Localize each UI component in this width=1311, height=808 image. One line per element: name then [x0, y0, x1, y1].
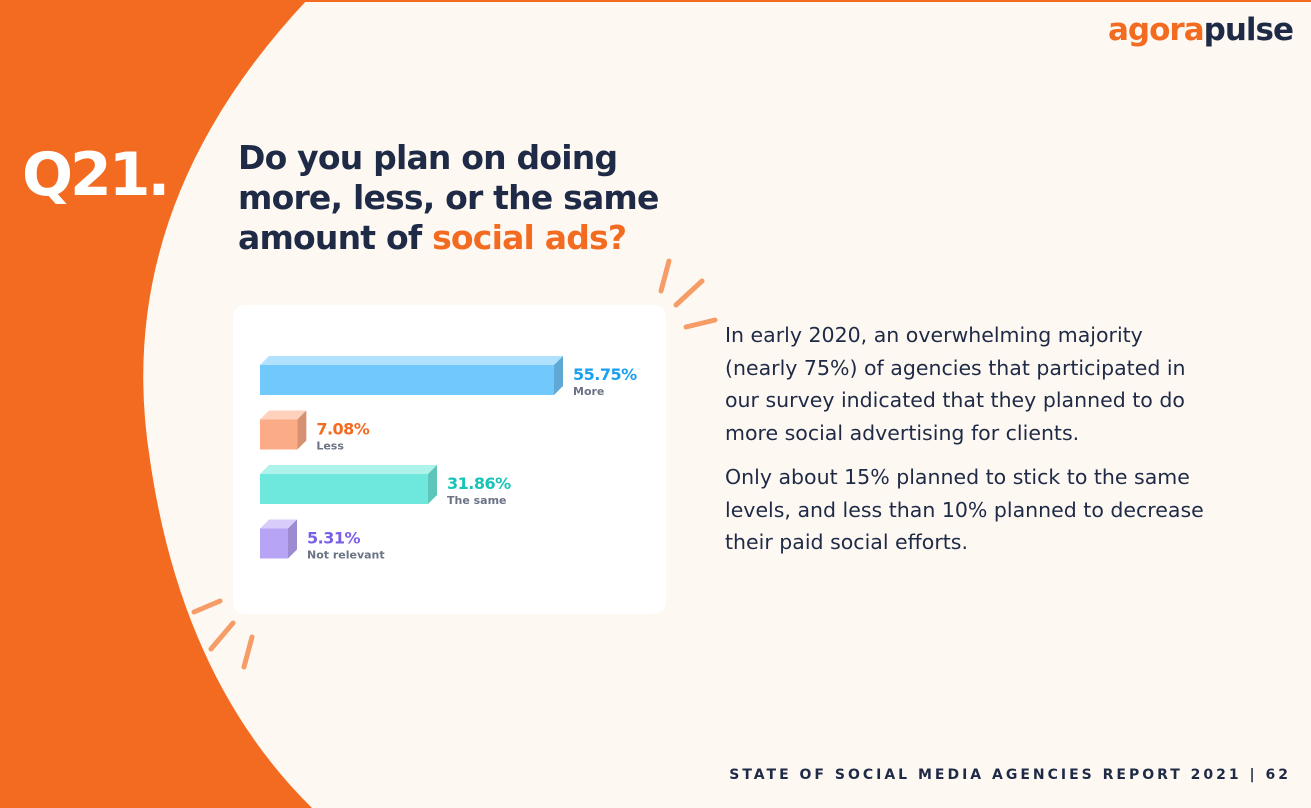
category-label-the-same: The same — [447, 494, 507, 507]
question-title: Do you plan on doing more, less, or the … — [238, 138, 698, 258]
bar-chart: 55.75%More 7.08%Less 31.86%The same 5.31%No… — [260, 356, 638, 562]
bar-less — [260, 419, 298, 450]
category-label-more: More — [573, 385, 604, 398]
bar-top-more — [260, 356, 563, 365]
category-label-not-relevant: Not relevant — [307, 549, 385, 562]
orange-arc-shape — [0, 0, 312, 808]
bar-side-the-same — [428, 465, 438, 504]
question-highlight: social ads? — [432, 218, 627, 257]
sparkle-lines-bottom — [191, 598, 255, 670]
value-label-more: 55.75% — [573, 365, 637, 384]
category-label-less: Less — [316, 440, 344, 453]
bar-top-less — [260, 410, 307, 420]
bar-side-more — [554, 356, 563, 395]
sparkle-lines-top — [658, 258, 718, 330]
agorapulse-logo: agorapulse — [1108, 12, 1294, 48]
value-label-not-relevant: 5.31% — [307, 529, 360, 548]
value-label-the-same: 31.86% — [447, 474, 511, 493]
bar-top-the-same — [260, 465, 438, 474]
bar-the-same — [260, 474, 429, 504]
value-label-less: 7.08% — [316, 420, 369, 439]
body-paragraph-1: In early 2020, an overwhelming majority … — [725, 323, 1186, 445]
bar-not-relevant — [260, 528, 289, 559]
bar-more — [260, 365, 554, 395]
footer-report-title: STATE OF SOCIAL MEDIA AGENCIES REPORT 20… — [729, 767, 1291, 783]
bar-side-not-relevant — [288, 519, 298, 559]
body-paragraph-2: Only about 15% planned to stick to the s… — [725, 465, 1204, 554]
chart-card: 55.75% More 7.08% Less 31.86% The same 5.31% No… — [233, 305, 666, 614]
question-text: Do you plan on doing more, less, or the … — [238, 138, 659, 257]
body-text: In early 2020, an overwhelming majority … — [725, 319, 1215, 571]
bar-side-less — [297, 410, 307, 450]
bar-top-not-relevant — [260, 519, 298, 529]
logo-part-agora: agora — [1108, 12, 1205, 48]
question-number: Q21. — [22, 140, 170, 210]
logo-part-pulse: pulse — [1203, 12, 1294, 48]
